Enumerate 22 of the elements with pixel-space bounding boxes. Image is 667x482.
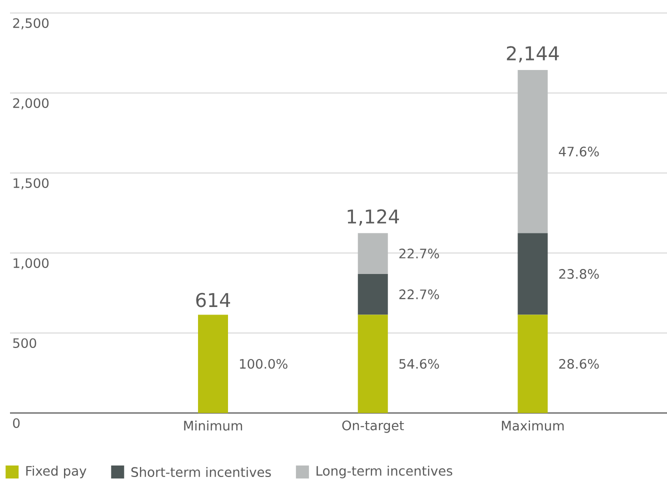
- y-tick-label: 2,000: [13, 98, 49, 110]
- annotation: 22.7%: [399, 248, 439, 258]
- y-tick-label: 2,500: [13, 18, 49, 30]
- annotation: 23.8%: [559, 269, 599, 279]
- annotation: 47.6%: [558, 146, 599, 156]
- total-label: 614: [196, 292, 230, 308]
- x-tick-label: Minimum: [184, 420, 242, 431]
- legend-label: Short-term incentives: [131, 466, 271, 478]
- total-label: 2,144: [506, 46, 559, 62]
- annotation: 28.6%: [559, 358, 599, 369]
- y-tick-label: 0: [13, 418, 20, 428]
- y-tick-label: 1,500: [14, 178, 49, 190]
- y-tick-label: 500: [13, 338, 36, 348]
- total-label: 1,124: [348, 209, 399, 226]
- x-tick-label: Maximum: [502, 420, 564, 431]
- legend-label: Long-term incentives: [316, 466, 452, 478]
- y-tick-label: 1,000: [14, 258, 49, 270]
- annotation: 54.6%: [399, 358, 439, 369]
- legend-label: Fixed pay: [26, 466, 86, 478]
- annotation: 22.7%: [399, 289, 439, 300]
- x-tick-label: On-target: [342, 420, 404, 433]
- annotation: 100.0%: [240, 358, 288, 369]
